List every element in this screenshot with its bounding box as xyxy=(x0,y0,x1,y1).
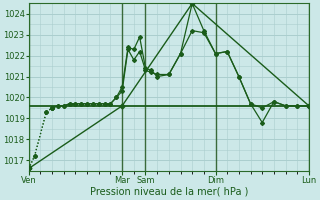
X-axis label: Pression niveau de la mer( hPa ): Pression niveau de la mer( hPa ) xyxy=(90,187,248,197)
